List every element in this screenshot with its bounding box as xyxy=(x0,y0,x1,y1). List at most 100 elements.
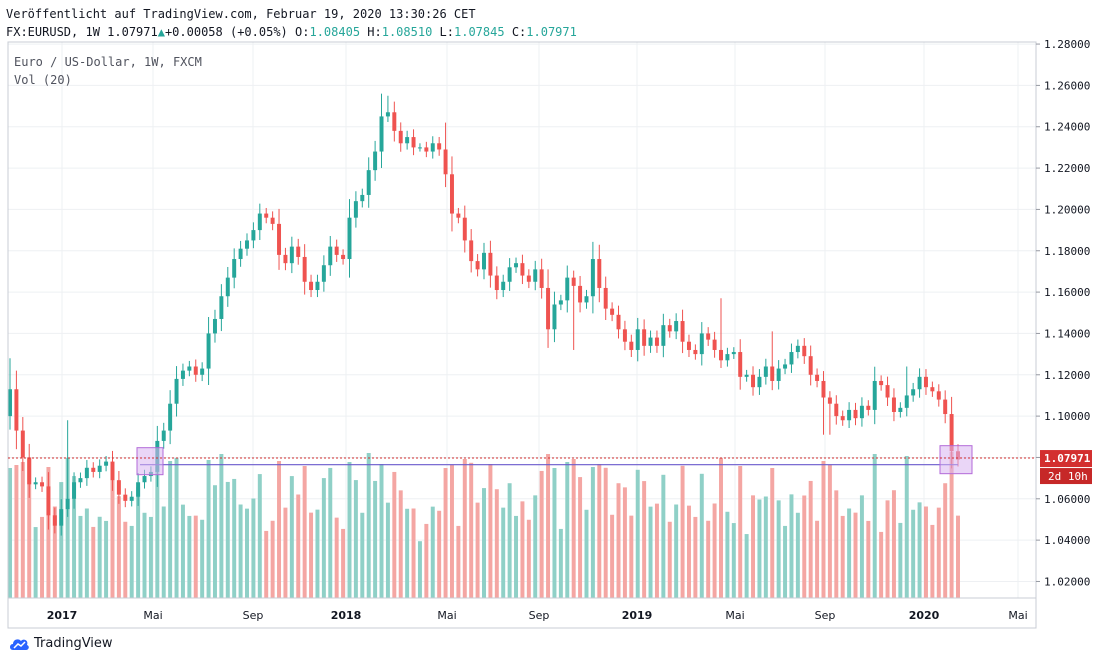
grid-lines xyxy=(8,42,1036,598)
candle-body xyxy=(277,223,282,255)
volume-bar xyxy=(879,531,884,598)
candle xyxy=(488,240,493,288)
candle-body xyxy=(680,321,685,342)
volume-bar xyxy=(731,523,736,598)
candle-body xyxy=(430,143,435,152)
candle xyxy=(936,384,941,407)
volume-bar xyxy=(699,473,704,598)
candle-body xyxy=(834,403,839,417)
volume-bar xyxy=(558,528,563,598)
candle xyxy=(296,238,301,265)
open-value: 1.08405 xyxy=(309,25,361,39)
candle-body xyxy=(65,498,70,510)
candle-body xyxy=(232,259,237,278)
volume-bar xyxy=(815,520,820,598)
candle xyxy=(353,191,358,228)
volume-bar xyxy=(539,470,544,598)
candle-body xyxy=(264,213,269,218)
candle xyxy=(206,317,211,386)
volume-bar xyxy=(751,495,756,598)
candle xyxy=(879,375,884,391)
candle xyxy=(526,269,531,289)
volume-bar xyxy=(193,515,198,598)
candle xyxy=(738,339,743,390)
volume-bar xyxy=(872,454,877,598)
volume-bar xyxy=(661,474,666,598)
candle-body xyxy=(526,275,531,282)
candle-body xyxy=(462,217,467,241)
candle-body xyxy=(328,246,333,266)
volume-bar xyxy=(859,495,864,598)
candle-body xyxy=(904,395,909,408)
candle-body xyxy=(622,329,627,342)
candle xyxy=(558,294,563,311)
candle xyxy=(578,275,583,313)
candle-body xyxy=(546,287,551,330)
volume-bar xyxy=(20,462,25,598)
candle-body xyxy=(142,476,147,483)
candle xyxy=(65,420,70,517)
candle-body xyxy=(674,321,679,332)
candle xyxy=(923,369,928,395)
candle-body xyxy=(225,277,230,297)
volume-bar xyxy=(148,516,153,598)
candle-body xyxy=(40,482,45,487)
volume-bar xyxy=(366,453,371,598)
volume-bar xyxy=(514,515,519,598)
candle-body xyxy=(847,409,852,421)
y-tick-label: 1.20000 xyxy=(1044,203,1090,216)
candle xyxy=(763,358,768,385)
candle xyxy=(456,207,461,224)
tradingview-logo[interactable]: TradingView xyxy=(8,636,113,651)
volume-bar xyxy=(334,517,339,598)
candle xyxy=(129,491,134,507)
candle-body xyxy=(168,403,173,431)
candle xyxy=(449,156,454,232)
y-tick-label: 1.28000 xyxy=(1044,38,1090,51)
candle xyxy=(494,266,499,300)
candle-body xyxy=(930,387,935,392)
candle xyxy=(219,284,224,332)
volume-bar xyxy=(110,467,115,598)
candle xyxy=(430,136,435,159)
volume-bar xyxy=(424,523,429,598)
candle xyxy=(104,456,109,472)
candle-body xyxy=(456,213,461,218)
candle-body xyxy=(136,482,141,497)
candle-body xyxy=(712,339,717,350)
y-tick-label: 1.22000 xyxy=(1044,162,1090,175)
candle-body xyxy=(469,240,474,262)
volume-bar xyxy=(430,506,435,598)
volume-bar xyxy=(635,469,640,598)
candle xyxy=(565,265,570,313)
candle-body xyxy=(514,263,519,268)
candle-body xyxy=(8,389,12,417)
volume-bar xyxy=(40,516,45,598)
candle xyxy=(571,270,576,350)
candle xyxy=(366,157,371,208)
volume-bar xyxy=(321,478,326,598)
volume-bar xyxy=(405,508,410,598)
candle-body xyxy=(661,325,666,346)
candle xyxy=(872,366,877,425)
candle-body xyxy=(699,333,704,355)
candle xyxy=(264,207,269,224)
volume-bar xyxy=(373,480,378,598)
candle xyxy=(46,472,51,530)
candle-body xyxy=(693,349,698,355)
volume-bar xyxy=(616,483,621,598)
y-tick-label: 1.10000 xyxy=(1044,410,1090,423)
candle xyxy=(347,199,352,278)
volume-bar xyxy=(84,508,89,598)
candle xyxy=(642,319,647,356)
volume-bar xyxy=(142,512,147,598)
candle-body xyxy=(853,409,858,419)
volume-bar xyxy=(533,495,538,598)
candle xyxy=(827,391,832,435)
volume-bar xyxy=(622,487,627,598)
volume-bar xyxy=(802,495,807,598)
candle xyxy=(277,208,282,270)
high-label: H: xyxy=(367,25,382,39)
candle xyxy=(469,229,474,273)
